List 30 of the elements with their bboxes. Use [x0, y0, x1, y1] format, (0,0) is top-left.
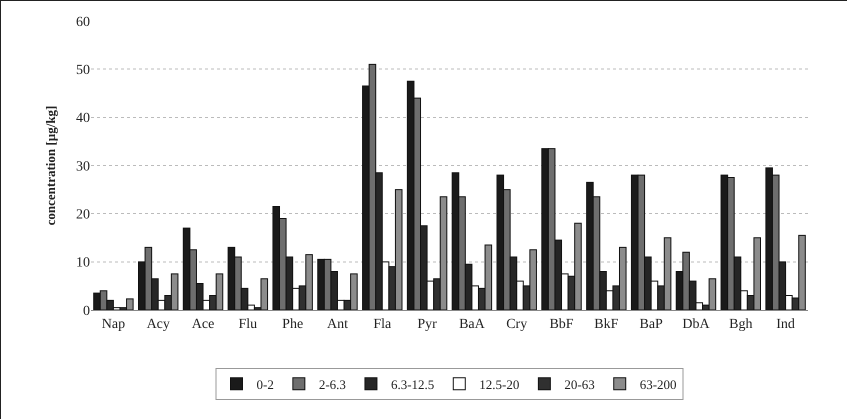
y-axis-title: concentration [µg/kg]: [43, 106, 58, 226]
legend-label: 2-6.3: [318, 376, 346, 392]
legend-label: 63-200: [640, 376, 677, 392]
x-tick-label: Nap: [102, 316, 126, 332]
y-tick-label: 40: [76, 111, 90, 126]
legend-label: 20-63: [564, 376, 595, 392]
x-tick-label: BbF: [549, 316, 574, 332]
y-tick-label: 50: [76, 63, 90, 78]
x-tick-label: Cry: [506, 316, 528, 332]
y-tick-label: 20: [76, 208, 90, 223]
y-tick-label: 30: [76, 159, 90, 174]
x-tick-label: Ind: [776, 316, 795, 332]
x-tick-label: BaA: [459, 316, 486, 332]
x-tick-label: Pyr: [417, 316, 438, 332]
x-tick-label: BkF: [594, 316, 619, 332]
legend-label: 0-2: [256, 376, 274, 392]
y-tick-label: 60: [76, 14, 90, 30]
x-tick-label: Ace: [192, 316, 214, 332]
x-tick-label: Fla: [373, 316, 392, 332]
y-tick-label: 0: [83, 304, 90, 319]
x-tick-label: Acy: [146, 316, 170, 332]
x-tick-label: BaP: [639, 316, 664, 332]
x-tick-label: Phe: [282, 316, 304, 332]
legend-label: 12.5-20: [479, 376, 520, 392]
x-tick-label: DbA: [682, 316, 710, 332]
x-tick-label: Flu: [238, 316, 258, 332]
x-tick-label: Ant: [326, 316, 348, 332]
x-tick-label: Bgh: [729, 316, 752, 332]
legend-label: 6.3-12.5: [390, 376, 434, 392]
y-tick-label: 10: [76, 256, 90, 271]
